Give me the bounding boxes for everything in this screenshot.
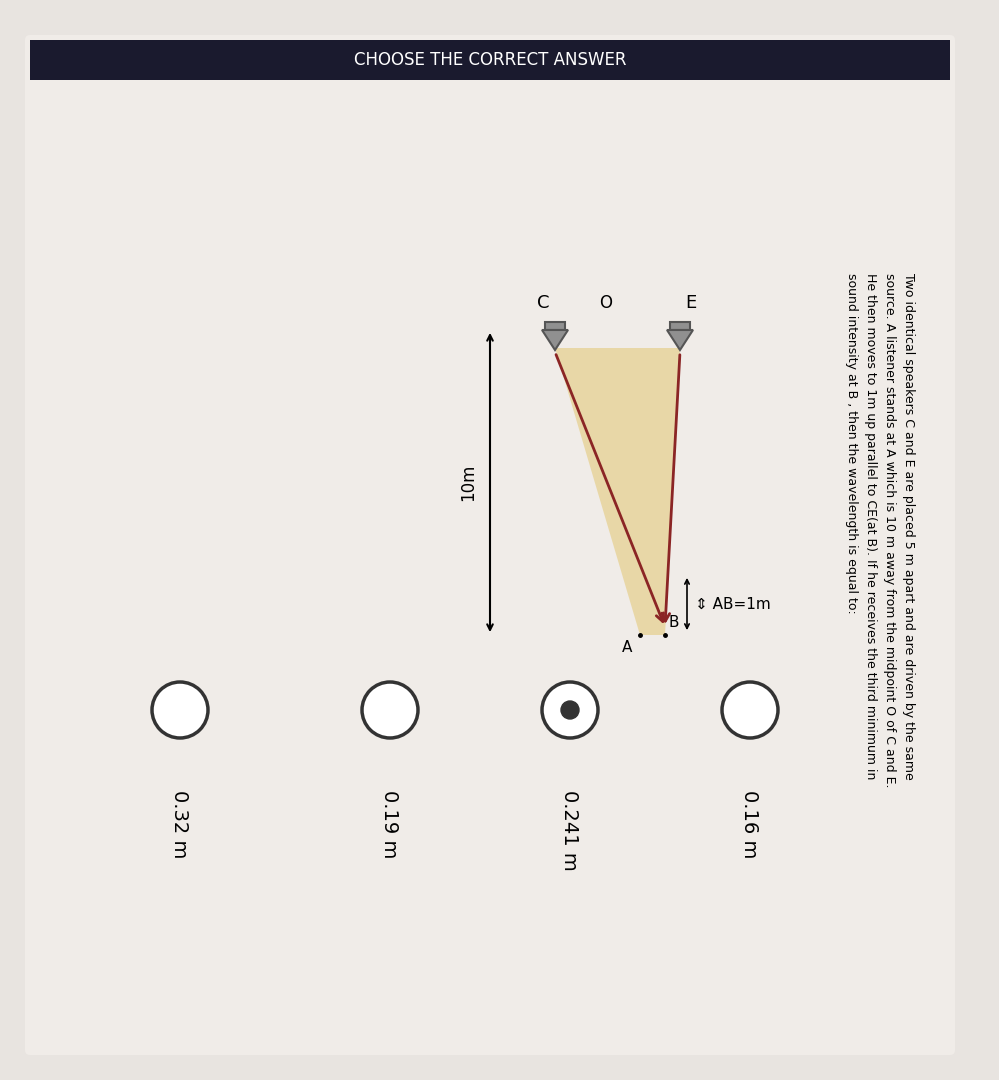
Circle shape [152, 681, 208, 738]
Text: O: O [599, 294, 612, 312]
Text: 0.241 m: 0.241 m [560, 789, 579, 870]
Circle shape [362, 681, 418, 738]
Text: 0.16 m: 0.16 m [740, 789, 759, 859]
Circle shape [722, 681, 778, 738]
Text: 0.19 m: 0.19 m [381, 789, 400, 859]
FancyBboxPatch shape [25, 35, 955, 1055]
Bar [30, 40, 950, 80]
Text: E: E [685, 294, 696, 312]
Text: A: A [621, 640, 632, 654]
Text: 10m: 10m [459, 463, 477, 501]
Text: B: B [669, 615, 679, 630]
Text: CHOOSE THE CORRECT ANSWER: CHOOSE THE CORRECT ANSWER [354, 51, 626, 69]
Bar [544, 322, 565, 330]
Text: ⇕ AB=1m: ⇕ AB=1m [695, 596, 771, 611]
Bar [669, 322, 690, 330]
Circle shape [542, 681, 598, 738]
Circle shape [561, 701, 579, 719]
Text: 0.32 m: 0.32 m [171, 789, 190, 859]
Text: Two identical speakers C and E are placed 5 m apart and are driven by the same
s: Two identical speakers C and E are place… [845, 273, 915, 787]
Polygon shape [555, 348, 680, 635]
Polygon shape [542, 330, 568, 350]
Polygon shape [667, 330, 693, 350]
Text: C: C [537, 294, 550, 312]
